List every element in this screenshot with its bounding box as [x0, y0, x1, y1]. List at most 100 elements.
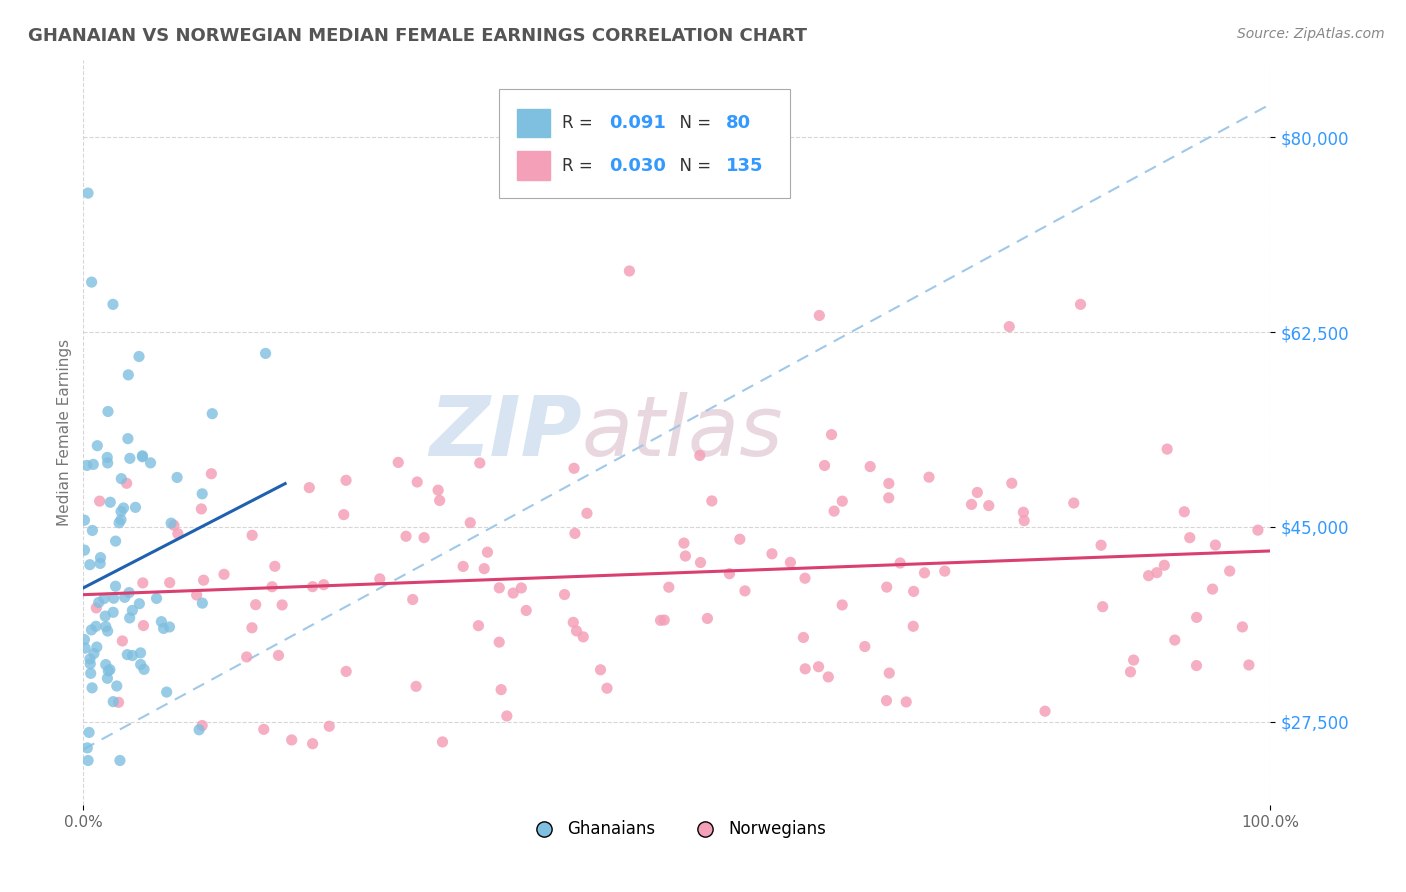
Point	[139, 456, 162, 470]
FancyBboxPatch shape	[499, 89, 790, 197]
Point	[117, 432, 139, 446]
Point	[761, 547, 783, 561]
Point	[1201, 582, 1223, 596]
FancyBboxPatch shape	[516, 152, 550, 180]
Point	[80, 681, 103, 695]
Point	[107, 695, 129, 709]
Point	[877, 666, 900, 681]
Legend: Ghanaians, Norwegians: Ghanaians, Norwegians	[520, 814, 834, 845]
Point	[132, 618, 155, 632]
Point	[110, 504, 132, 518]
Point	[159, 575, 181, 590]
Point	[395, 529, 418, 543]
Point	[596, 681, 619, 696]
Point	[298, 481, 321, 495]
Point	[152, 622, 174, 636]
Point	[488, 581, 510, 595]
Point	[98, 495, 121, 509]
Point	[1119, 665, 1142, 679]
Point	[80, 275, 103, 289]
Point	[689, 449, 711, 463]
Text: N =: N =	[669, 157, 716, 175]
Point	[673, 549, 696, 563]
Text: R =: R =	[562, 157, 598, 175]
Point	[903, 584, 925, 599]
Point	[515, 603, 537, 617]
Point	[86, 439, 108, 453]
Point	[918, 470, 941, 484]
Point	[118, 451, 141, 466]
Point	[405, 679, 427, 693]
Point	[108, 516, 131, 530]
Point	[245, 598, 267, 612]
Point	[877, 491, 900, 505]
Point	[1063, 496, 1085, 510]
Point	[831, 494, 853, 508]
Point	[160, 516, 183, 530]
Point	[650, 613, 672, 627]
Point	[889, 556, 911, 570]
Point	[76, 458, 98, 473]
Point	[86, 640, 108, 654]
Point	[89, 494, 111, 508]
Point	[1232, 620, 1254, 634]
Point	[280, 733, 302, 747]
Point	[1204, 538, 1226, 552]
Point	[97, 456, 120, 470]
Point	[572, 630, 595, 644]
Point	[96, 671, 118, 685]
Point	[87, 595, 110, 609]
Point	[112, 500, 135, 515]
Text: 0.091: 0.091	[609, 114, 666, 132]
Point	[121, 603, 143, 617]
Point	[77, 186, 100, 200]
Point	[1090, 538, 1112, 552]
Point	[110, 513, 132, 527]
Point	[93, 591, 115, 606]
Point	[83, 647, 105, 661]
Point	[565, 624, 588, 638]
Point	[977, 499, 1000, 513]
Point	[77, 725, 100, 739]
Point	[235, 649, 257, 664]
Point	[190, 502, 212, 516]
Point	[451, 559, 474, 574]
Point	[318, 719, 340, 733]
Point	[188, 723, 211, 737]
Point	[619, 264, 641, 278]
Point	[191, 596, 214, 610]
Point	[94, 657, 117, 672]
Point	[406, 475, 429, 489]
Point	[458, 516, 481, 530]
Point	[934, 564, 956, 578]
Point	[1156, 442, 1178, 456]
Point	[80, 666, 103, 681]
Point	[156, 685, 179, 699]
Point	[467, 618, 489, 632]
Point	[114, 591, 136, 605]
Point	[76, 740, 98, 755]
Point	[167, 526, 190, 541]
Point	[97, 404, 120, 418]
Point	[97, 624, 120, 638]
Point	[80, 623, 103, 637]
Point	[105, 679, 128, 693]
Point	[103, 591, 125, 606]
Point	[118, 585, 141, 599]
Point	[335, 473, 357, 487]
Point	[131, 449, 153, 463]
Point	[368, 572, 391, 586]
Point	[191, 487, 214, 501]
Point	[104, 579, 127, 593]
Point	[1219, 564, 1241, 578]
Point	[488, 635, 510, 649]
Point	[115, 476, 138, 491]
Point	[718, 566, 741, 581]
Point	[877, 476, 900, 491]
Point	[96, 450, 118, 465]
Text: ZIP: ZIP	[429, 392, 582, 473]
Point	[510, 581, 533, 595]
Point	[427, 483, 450, 498]
Point	[79, 652, 101, 666]
Point	[652, 613, 675, 627]
